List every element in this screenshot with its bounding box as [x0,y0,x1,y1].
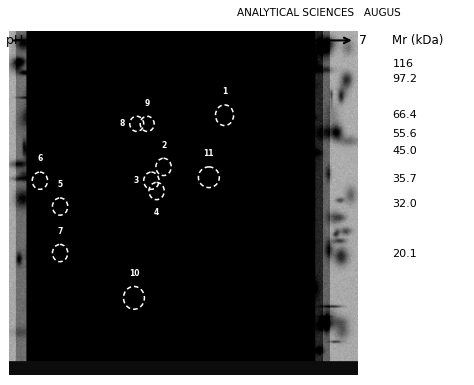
Text: 5: 5 [57,180,63,189]
Text: 8: 8 [119,119,125,128]
Text: 35.7: 35.7 [392,174,417,184]
Text: ANALYTICAL SCIENCES   AUGUS: ANALYTICAL SCIENCES AUGUS [237,8,401,18]
Text: 10: 10 [129,269,139,278]
Text: 116: 116 [392,59,413,69]
Text: 4: 4 [154,208,159,217]
Text: 2: 2 [161,141,166,150]
Text: 32.0: 32.0 [392,199,417,209]
Text: 55.6: 55.6 [392,129,417,139]
Text: 7: 7 [359,34,367,47]
Text: 1: 1 [222,87,227,96]
Text: Mr (kDa): Mr (kDa) [392,34,444,47]
Text: 97.2: 97.2 [392,74,418,84]
Text: pH 4: pH 4 [6,34,35,47]
Text: 45.0: 45.0 [392,146,417,156]
Text: 7: 7 [57,227,63,236]
Text: 66.4: 66.4 [392,110,417,121]
Text: 6: 6 [37,154,43,164]
Text: 3: 3 [133,176,138,185]
Text: 9: 9 [145,99,150,108]
Text: 20.1: 20.1 [392,249,417,259]
Text: 11: 11 [204,149,214,158]
